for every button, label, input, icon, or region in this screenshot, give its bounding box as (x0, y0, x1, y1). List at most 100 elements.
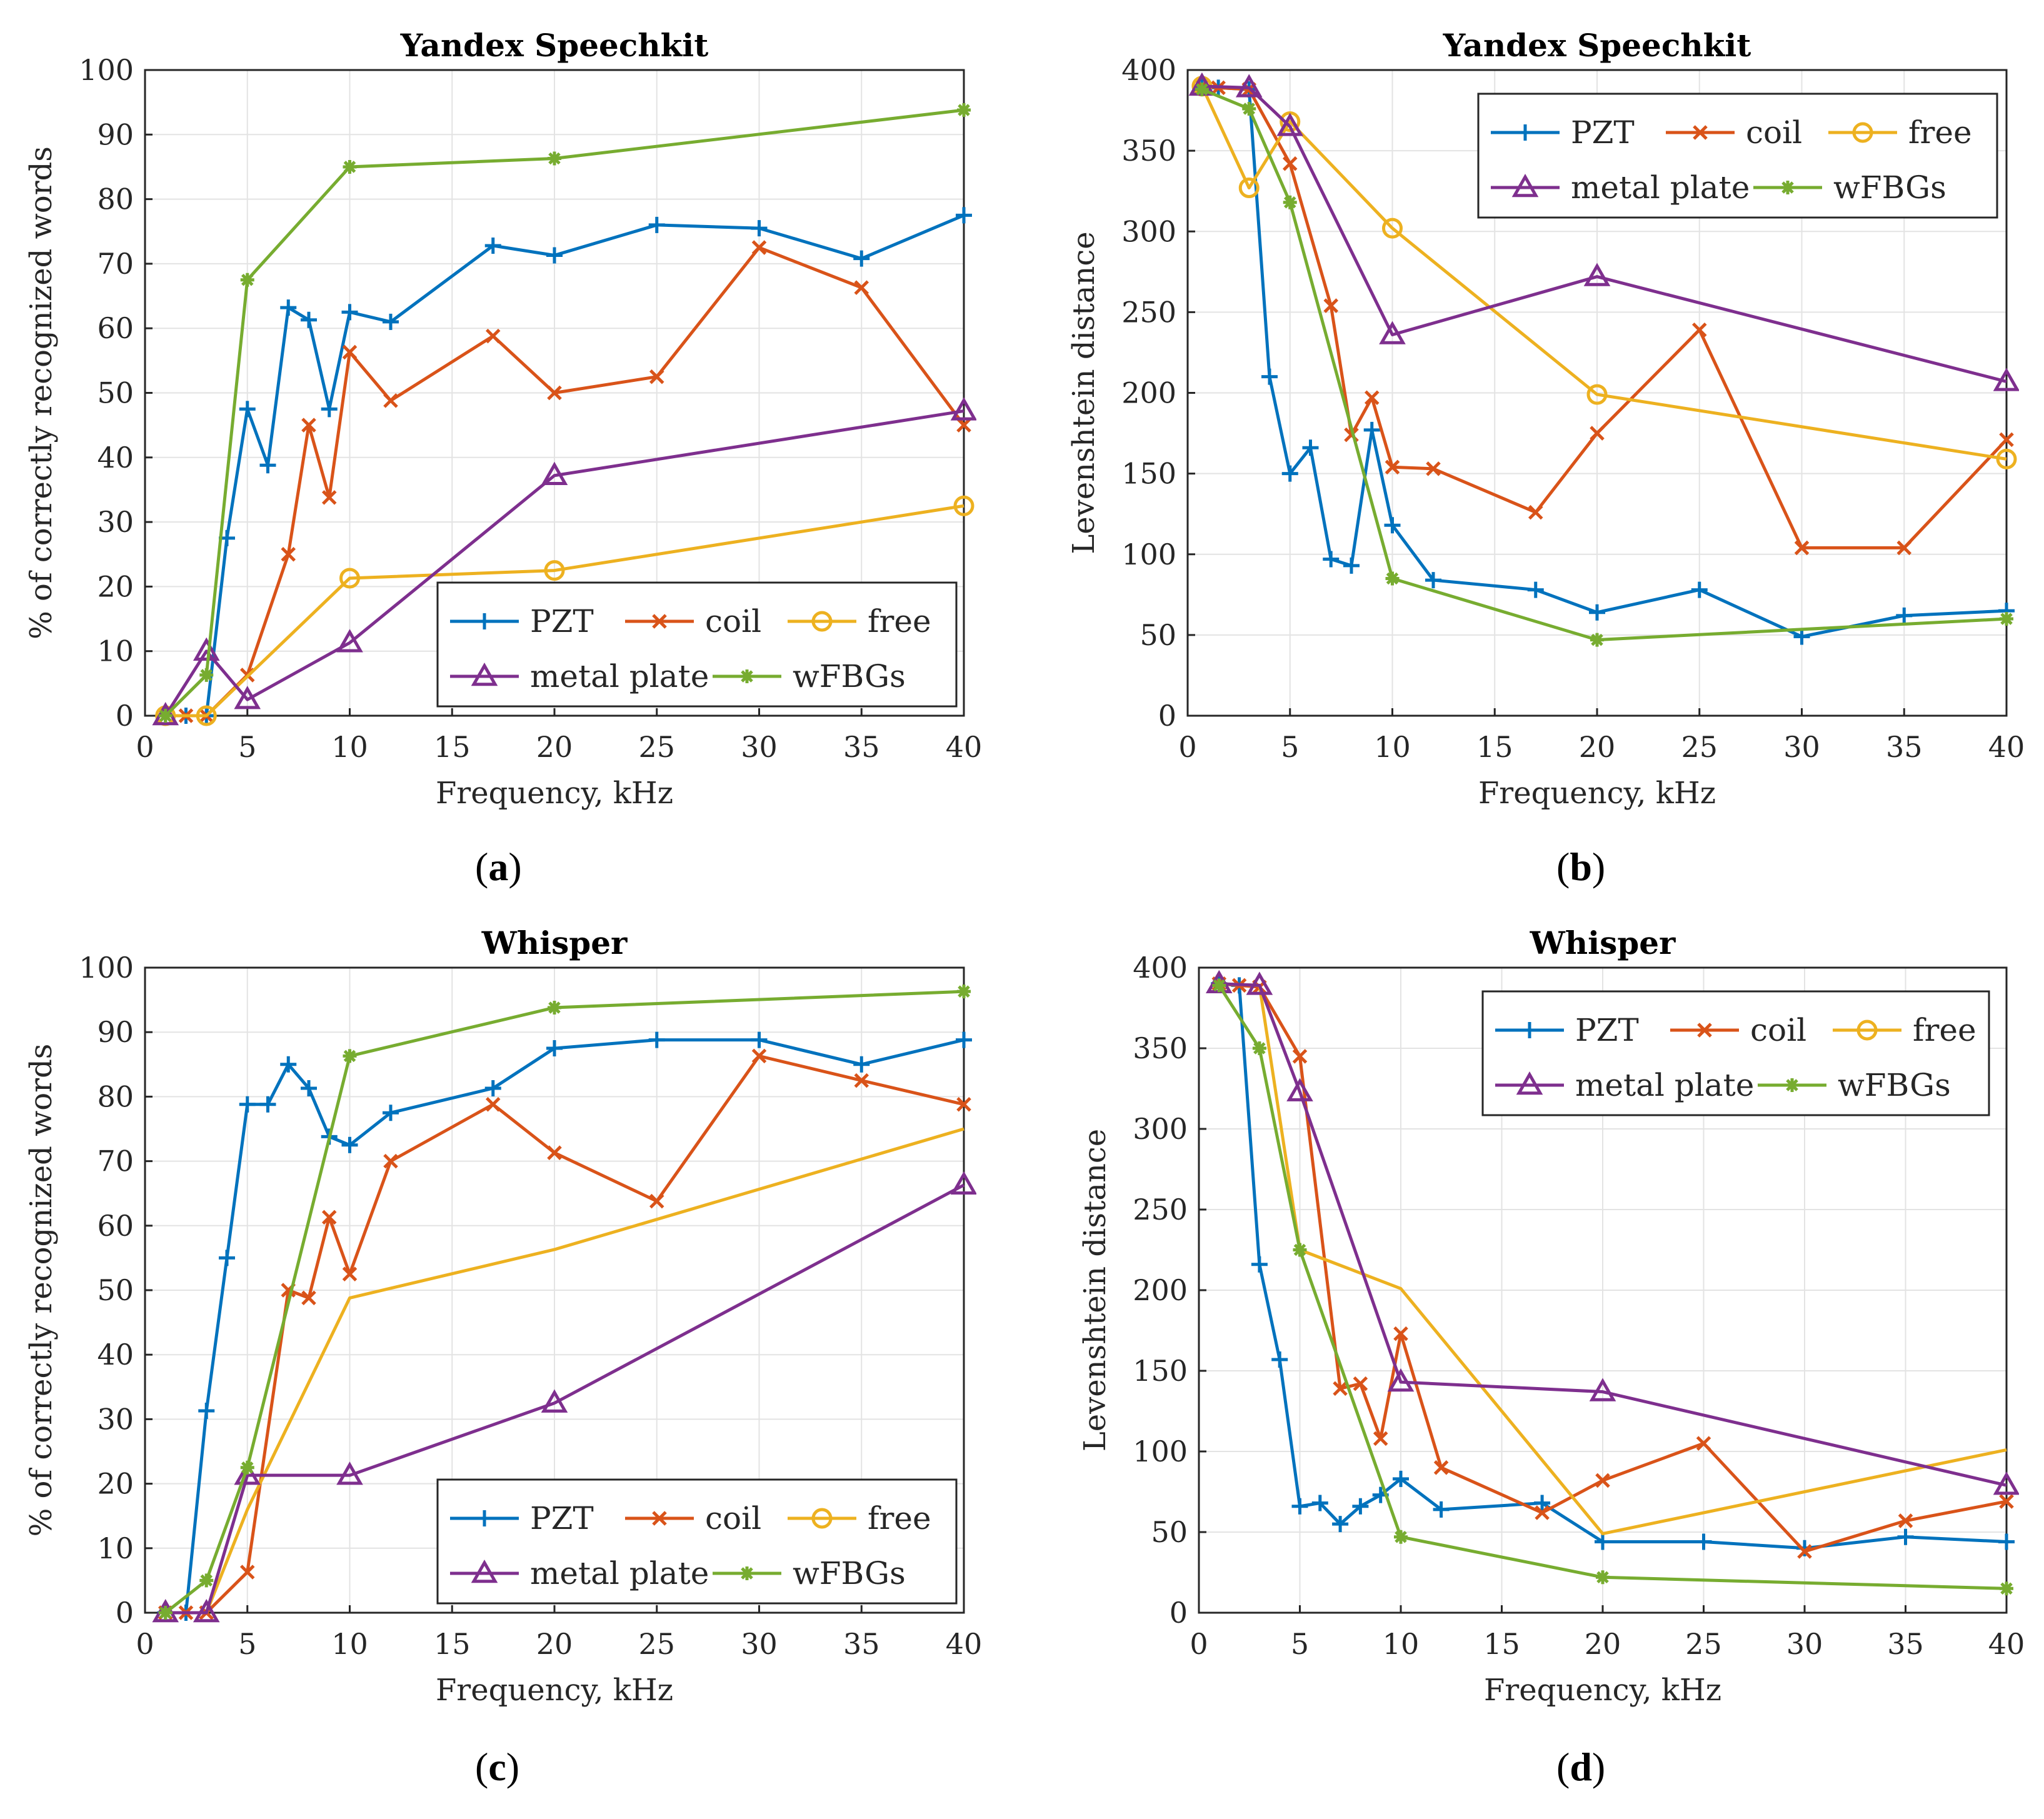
legend-box (436, 1478, 958, 1605)
data-point (547, 385, 562, 401)
legend-box (1481, 990, 1990, 1116)
data-point (1586, 384, 1608, 405)
y-tick-label: 50 (1151, 1515, 1188, 1549)
series-wFBGs (1195, 82, 2013, 647)
y-axis-label: Levenshtein distance (1066, 231, 1101, 554)
panel-label-c-close: ) (506, 1745, 520, 1789)
series-line (165, 504, 964, 718)
legend: PZT coil free metal plate wFBGs (1477, 93, 1998, 219)
y-tick-label: 400 (1133, 951, 1188, 985)
data-point (1896, 607, 1913, 624)
y-tick-label: 150 (1133, 1354, 1188, 1388)
data-point (1896, 540, 1912, 556)
panel-label-d: (d) (1556, 1744, 1605, 1790)
x-tick-label: 10 (331, 730, 368, 764)
legend-entry: PZT (1495, 1012, 1639, 1048)
legend-label: coil (705, 1500, 761, 1536)
y-tick-label: 60 (97, 1209, 134, 1243)
data-point (1242, 101, 1256, 116)
legend-label: wFBGs (1833, 169, 1946, 206)
y-tick-label: 10 (97, 1531, 134, 1565)
legend-label: metal plate (1575, 1067, 1754, 1103)
data-point (648, 216, 665, 233)
x-tick-label: 10 (1383, 1627, 1420, 1661)
x-tick-label: 5 (238, 730, 256, 764)
data-point (1426, 461, 1441, 476)
data-point (1261, 368, 1278, 385)
legend-entry: coil (625, 603, 761, 639)
data-point (953, 495, 974, 516)
legend-entry: coil (1666, 114, 1802, 151)
y-tick-label: 20 (97, 1467, 134, 1501)
y-tick-label: 60 (97, 311, 134, 345)
legend-label: PZT (530, 1500, 594, 1536)
data-point (1291, 1498, 1308, 1515)
panel-label-a: (a) (475, 844, 522, 890)
series-coil (1195, 79, 2014, 556)
data-point (259, 457, 276, 474)
legend-entry: free (788, 603, 931, 639)
data-point (1282, 156, 1298, 171)
data-point (383, 393, 398, 408)
data-point (1252, 1041, 1266, 1055)
x-tick-label: 5 (1281, 730, 1299, 764)
x-tick-label: 40 (1988, 730, 2025, 764)
data-point (1999, 1494, 2014, 1509)
series-line (164, 108, 964, 717)
data-point (239, 1096, 256, 1113)
data-point (1696, 1436, 1711, 1451)
x-tick-label: 30 (1783, 730, 1820, 764)
data-point (853, 1056, 870, 1073)
legend-swatch-marker (652, 614, 667, 629)
legend-swatch-marker (1521, 1022, 1538, 1038)
data-point (219, 1250, 235, 1266)
data-point (1583, 263, 1611, 286)
series-line (164, 409, 964, 717)
x-tick-label: 20 (536, 1627, 573, 1661)
data-point (158, 1606, 173, 1620)
y-tick-label: 300 (1133, 1112, 1188, 1146)
data-point (301, 311, 317, 328)
panel-label-a-open: ( (475, 844, 489, 889)
legend-label: coil (1746, 114, 1802, 151)
legend-entry: free (1833, 1012, 1976, 1048)
data-point (1293, 1243, 1307, 1257)
legend-entry: metal plate (450, 658, 709, 694)
data-point (301, 418, 316, 433)
data-point (1998, 1533, 2015, 1550)
panel-label-c-letter: c (488, 1745, 506, 1789)
x-tick-label: 30 (741, 730, 778, 764)
data-point (751, 240, 767, 255)
x-tick-label: 35 (1887, 1627, 1924, 1661)
y-tick-label: 90 (97, 118, 134, 151)
data-point (1246, 971, 1273, 995)
x-tick-label: 15 (434, 1627, 471, 1661)
data-point (1534, 1495, 1551, 1511)
data-point (1292, 1049, 1308, 1064)
data-point (198, 1402, 215, 1419)
legend-entry: wFBGs (1758, 1067, 1951, 1103)
y-tick-label: 200 (1133, 1273, 1188, 1307)
x-tick-label: 15 (434, 730, 471, 764)
data-point (1323, 551, 1340, 568)
x-tick-label: 0 (136, 730, 154, 764)
y-tick-label: 250 (1121, 295, 1176, 329)
legend-label: PZT (1575, 1012, 1639, 1048)
series-metal-plate (1205, 970, 2019, 1495)
data-point (1691, 323, 1707, 338)
legend-box (1477, 93, 1998, 219)
x-axis-label: Frequency, kHz (1484, 1673, 1721, 1708)
data-point (1364, 390, 1380, 406)
data-point (239, 1565, 255, 1580)
y-tick-label: 350 (1133, 1031, 1188, 1065)
data-point (1332, 1516, 1349, 1533)
data-point (956, 418, 971, 433)
x-tick-label: 30 (741, 1627, 778, 1661)
data-point (339, 568, 360, 589)
data-point (1311, 1495, 1328, 1511)
data-point (956, 1031, 972, 1048)
series-wFBGs (1212, 978, 2013, 1596)
panel-label-b: (b) (1556, 844, 1605, 890)
legend-label: metal plate (530, 658, 709, 694)
legend-entry: free (1828, 114, 1972, 151)
